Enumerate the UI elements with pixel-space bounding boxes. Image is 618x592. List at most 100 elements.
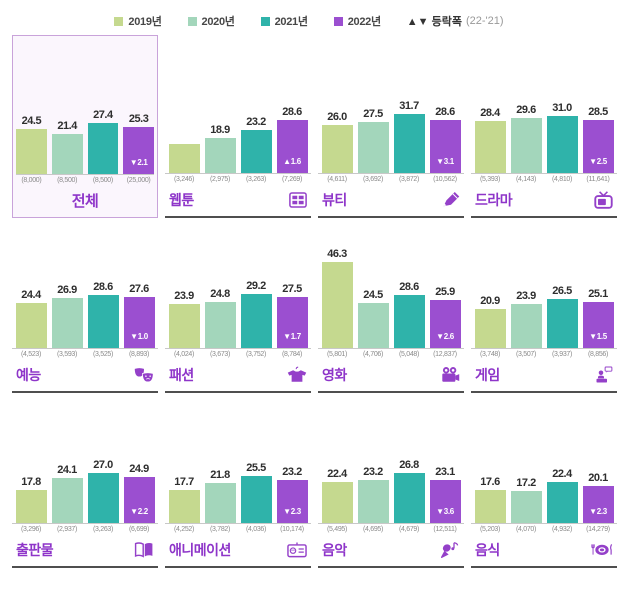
bar-2021년 — [240, 475, 272, 523]
bar-value-label: 27.6 — [129, 282, 149, 295]
bar-column-2021년: 27.0 — [87, 459, 119, 523]
bar-2021년 — [87, 473, 119, 523]
sample-size-row: (3,296) (2,937) (3,263) (6,699) — [12, 524, 158, 536]
bar-value-label: 27.5 — [363, 108, 383, 121]
delta-badge: ▼2.1 — [129, 158, 148, 167]
bar-group: 24.4 26.9 28.6 27.6 ▼1.0 — [12, 247, 158, 348]
legend-item-2019: 2019년 — [114, 13, 162, 29]
sample-size: (25,000) — [126, 177, 151, 184]
legend-swatch-2022 — [333, 16, 343, 26]
bar-value-label: 21.4 — [57, 120, 77, 133]
bar-column-2022년: 27.5 ▼1.7 — [276, 283, 308, 348]
category-row: 뷰티 — [318, 186, 464, 216]
bar-column-2021년: 31.7 — [393, 100, 425, 173]
bar-2020년 — [51, 134, 83, 174]
x-axis-line — [318, 348, 464, 349]
bar-2022년: ▼2.3 — [582, 485, 614, 523]
bar-2019년 — [15, 490, 47, 523]
bar-value-label: 26.5 — [552, 285, 572, 297]
bar-column-2019년: 20.9 — [474, 295, 506, 348]
chart-panel: 23.9 24.8 29.2 27.5 ▼1.7 (4,024) (3,673) (3,75… — [165, 247, 311, 393]
delta-badge: ▼2.3 — [589, 507, 607, 516]
bar-value-label: 28.4 — [480, 106, 500, 119]
x-axis-line — [471, 173, 617, 174]
bar-value-label: 18.9 — [210, 124, 230, 136]
bar-value-label: 21.8 — [210, 468, 230, 481]
bar-group: 24.5 21.4 27.4 25.3 ▼2.1 — [16, 71, 154, 174]
sample-size-row: (3,246) (2,975) (3,263) (7,269) — [165, 174, 311, 186]
bar-value-label: 24.9 — [129, 462, 149, 475]
bar-2020년 — [510, 491, 542, 523]
bar-group: 18.9 23.2 28.6 ▲1.6 — [165, 72, 311, 173]
delta-badge: ▼1.7 — [283, 332, 301, 341]
sample-size: (4,810) — [551, 176, 573, 183]
bar-column-2022년: 23.1 ▼3.6 — [429, 466, 461, 523]
bar-2020년 — [510, 303, 542, 348]
category-label: 음악 — [322, 541, 347, 558]
legend-item-2021: 2021년 — [260, 13, 308, 29]
bar-2020년 — [357, 302, 389, 348]
comic-panels-icon — [289, 191, 307, 208]
bar-group: 28.4 29.6 31.0 28.5 ▼2.5 — [471, 72, 617, 173]
bar-2020년 — [357, 122, 389, 173]
sample-size: (10,174) — [280, 526, 304, 533]
sample-size: (10,562) — [433, 176, 457, 183]
sample-size: (11,641) — [586, 176, 610, 183]
sample-size: (8,500) — [57, 177, 78, 184]
category-label: 애니메이션 — [169, 541, 231, 558]
tv-icon — [594, 190, 613, 209]
bar-2019년 — [474, 120, 506, 173]
bar-value-label: 24.4 — [21, 288, 41, 301]
bar-column-2022년: 25.9 ▼2.6 — [429, 286, 461, 348]
bar-value-label: 26.8 — [399, 459, 419, 472]
bar-2021년 — [546, 115, 578, 173]
bar-2022년: ▼2.6 — [429, 300, 461, 348]
bar-2022년: ▼2.3 — [276, 480, 308, 523]
category-row: 출판물 — [12, 536, 158, 566]
sample-size: (8,893) — [128, 351, 150, 358]
chart-panel: 22.4 23.2 26.8 23.1 ▼3.6 (5,495) (4,695) (4,67… — [318, 422, 464, 568]
delta-note-text: ▲▼ 등락폭 — [406, 16, 462, 28]
sample-size: (4,706) — [362, 351, 384, 358]
bar-2019년 — [321, 124, 353, 173]
sample-size: (3,782) — [209, 526, 231, 533]
category-label: 패션 — [169, 366, 194, 383]
bar-value-label: 28.6 — [399, 281, 419, 294]
bar-group: 26.0 27.5 31.7 28.6 ▼3.1 — [318, 72, 464, 173]
bar-column-2019년: 17.8 — [15, 476, 47, 523]
bar-value-label: 22.4 — [552, 467, 572, 480]
sample-size: (2,937) — [56, 526, 78, 533]
bar-column-2022년: 20.1 ▼2.3 — [582, 471, 614, 523]
sample-size: (8,784) — [281, 351, 303, 358]
bar-column-2021년: 26.5 — [546, 285, 578, 348]
legend-label: 2022년 — [347, 16, 381, 28]
delta-badge: ▲1.6 — [283, 157, 301, 166]
plate-cutlery-icon — [591, 541, 613, 558]
bar-column-2021년: 22.4 — [546, 467, 578, 523]
bar-2022년: ▼1.0 — [123, 296, 155, 348]
bar-column-2022년: 28.5 ▼2.5 — [582, 106, 614, 173]
x-axis-line — [471, 348, 617, 349]
bar-value-label: 20.9 — [480, 295, 500, 308]
legend-swatch-2019 — [114, 16, 124, 26]
category-row: 드라마 — [471, 186, 617, 216]
bar-2021년 — [87, 123, 119, 174]
bar-2021년 — [393, 114, 425, 173]
x-axis-line — [16, 174, 154, 175]
sample-size-row: (4,252) (3,782) (4,036) (10,174) — [165, 524, 311, 536]
sample-size: (3,525) — [92, 351, 114, 358]
bar-value-label: 26.0 — [327, 110, 347, 123]
chart-panel-total-highlighted: 24.5 21.4 27.4 25.3 ▼2.1 (8,000) (8,500) (8,50… — [12, 35, 158, 218]
microphone-icon — [440, 541, 460, 559]
small-multiples-grid: 24.5 21.4 27.4 25.3 ▼2.1 (8,000) (8,500) (8,50… — [12, 35, 618, 568]
bar-column-2019년: 46.3 — [321, 248, 353, 348]
bar-2020년 — [510, 118, 542, 173]
bar-value-label: 24.1 — [57, 464, 77, 477]
sample-size: (3,263) — [245, 176, 267, 183]
chart-panel: 46.3 24.5 28.6 25.9 ▼2.6 (5,801) (4,706) (5,04… — [318, 247, 464, 393]
chart-panel: 26.0 27.5 31.7 28.6 ▼3.1 (4,611) (3,692) (3,87… — [318, 72, 464, 218]
legend-swatch-2020 — [187, 16, 197, 26]
bar-value-label: 24.8 — [210, 288, 230, 301]
x-axis-line — [318, 173, 464, 174]
bar-value-label: 20.1 — [588, 471, 608, 484]
